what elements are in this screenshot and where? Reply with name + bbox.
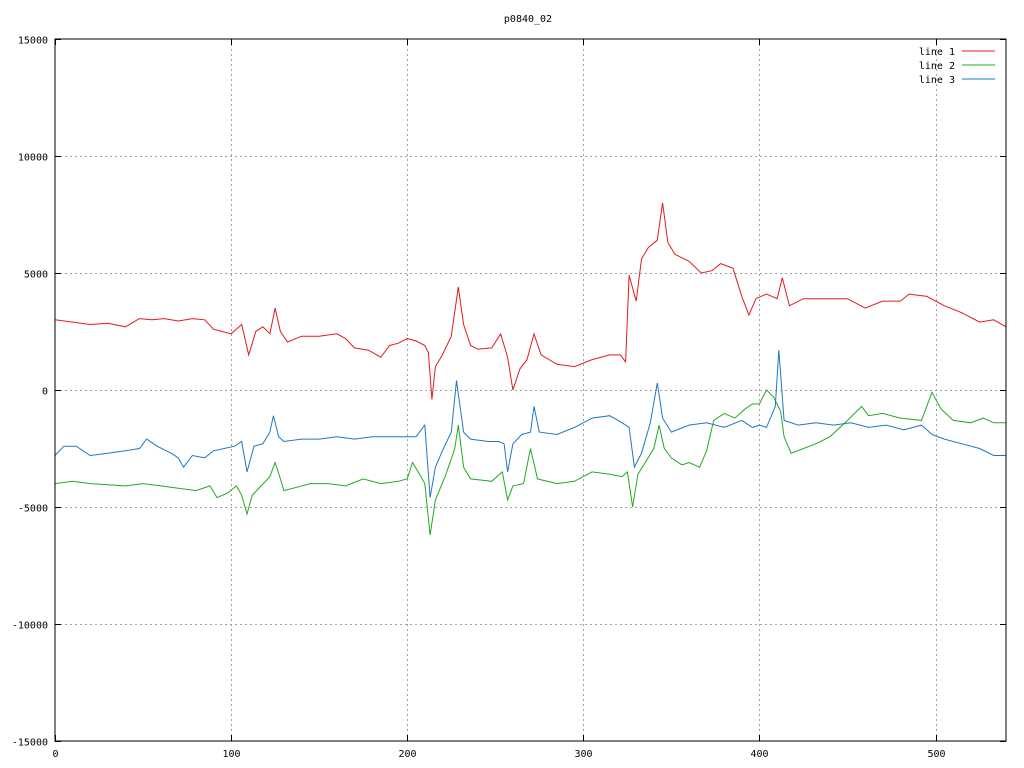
legend-label: line 2 — [919, 61, 955, 72]
x-tick-label: 500 — [927, 749, 945, 760]
x-tick-label: 100 — [222, 749, 240, 760]
series-line-2 — [54, 389, 1006, 536]
y-tick-label: 0 — [42, 387, 48, 398]
chart-title: p0840_02 — [504, 14, 552, 25]
y-tick-label: 10000 — [18, 153, 48, 164]
y-axis: -15000 -10000 -5000 0 5000 10000 15000 — [12, 36, 1006, 749]
x-tick-label: 300 — [574, 749, 592, 760]
x-tick-label: 0 — [52, 749, 58, 760]
y-tick-label: 15000 — [18, 36, 48, 47]
x-axis: 0 100 200 300 400 500 — [52, 39, 946, 760]
y-tick-label: 5000 — [24, 270, 48, 281]
y-tick-label: -10000 — [12, 621, 48, 632]
series-line-3 — [54, 350, 1006, 498]
series-line-1 — [54, 202, 1007, 400]
legend-label: line 3 — [919, 75, 955, 86]
y-tick-label: -15000 — [12, 738, 48, 749]
x-tick-label: 200 — [398, 749, 416, 760]
y-tick-label: -5000 — [18, 504, 48, 515]
legend: line 1 line 2 line 3 — [919, 47, 995, 86]
legend-label: line 1 — [919, 47, 955, 58]
x-tick-label: 400 — [750, 749, 768, 760]
grid — [55, 39, 1006, 741]
series-group — [54, 202, 1007, 536]
